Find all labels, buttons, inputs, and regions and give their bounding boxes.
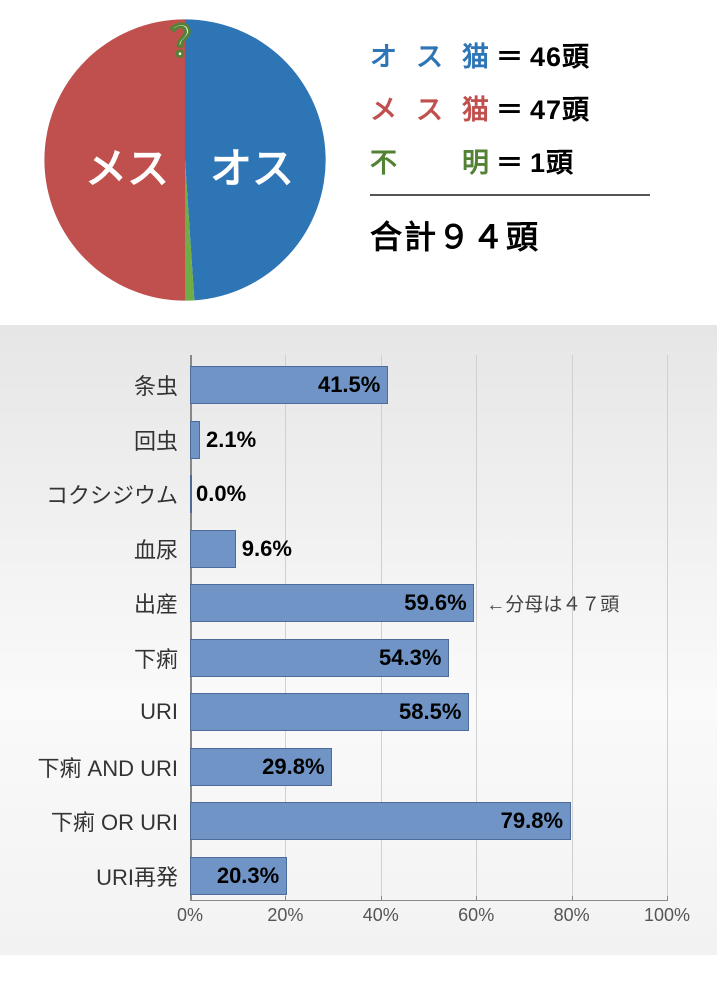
legend-count: 1頭 [530, 141, 574, 180]
legend-category: 不明 [370, 141, 490, 180]
bar-label: 回虫 [0, 424, 178, 456]
bar-row: 下痢 OR URI79.8% [190, 795, 667, 848]
legend-category: メス猫 [370, 88, 490, 127]
bar-label: 下痢 AND URI [0, 751, 178, 783]
bar-row: 出産59.6%←分母は４７頭 [190, 577, 667, 630]
legend: オス猫＝46頭メス猫＝47頭不明＝1頭 合計９４頭 [370, 15, 697, 258]
bar-row: 回虫2.1% [190, 414, 667, 467]
gridline [667, 355, 668, 900]
pie-label-unknown: ？ [170, 8, 212, 69]
bar-value: 20.3% [217, 863, 279, 889]
bar-value: 9.6% [242, 536, 292, 562]
bar-row: 条虫41.5% [190, 359, 667, 412]
x-tick-label: 100% [644, 905, 690, 926]
bar-fill [190, 475, 192, 513]
x-tick-label: 80% [554, 905, 590, 926]
bar-label: 条虫 [0, 369, 178, 401]
legend-row: メス猫＝47頭 [370, 88, 697, 127]
x-tick-mark [381, 896, 382, 901]
x-tick-label: 20% [267, 905, 303, 926]
bar-label: 出産 [0, 587, 178, 619]
bar-label: コクシジウム [0, 478, 178, 510]
x-tick-mark [285, 896, 286, 901]
pie-summary-section: オス メス ？ オス猫＝46頭メス猫＝47頭不明＝1頭 合計９４頭 [0, 0, 717, 325]
x-tick-mark [190, 896, 191, 901]
pie-label-male: オス [210, 135, 294, 196]
bar-row: 下痢 AND URI29.8% [190, 741, 667, 794]
x-tick-label: 40% [363, 905, 399, 926]
bar-row: 血尿9.6% [190, 523, 667, 576]
legend-count: 46頭 [530, 35, 590, 74]
legend-equals: ＝ [496, 88, 524, 127]
legend-divider [370, 194, 650, 196]
bar-chart: 条虫41.5%回虫2.1%コクシジウム0.0%血尿9.6%出産59.6%←分母は… [190, 355, 667, 925]
bar-label: 下痢 OR URI [0, 805, 178, 837]
pie-chart: オス メス ？ [40, 15, 330, 305]
legend-equals: ＝ [496, 35, 524, 74]
legend-row: オス猫＝46頭 [370, 35, 697, 74]
bar-label: 血尿 [0, 533, 178, 565]
bar-row: 下痢54.3% [190, 632, 667, 685]
bar-row: URI58.5% [190, 686, 667, 739]
bar-label: 下痢 [0, 642, 178, 674]
x-tick-mark [667, 896, 668, 901]
bar-row: URI再発20.3% [190, 850, 667, 903]
bar-label: URI再発 [0, 860, 178, 892]
bar-value: 29.8% [262, 754, 324, 780]
bar-value: 58.5% [399, 699, 461, 725]
bar-value: 41.5% [318, 372, 380, 398]
bar-value: 54.3% [379, 645, 441, 671]
pie-label-female: メス [85, 135, 169, 196]
bar-value: 79.8% [501, 808, 563, 834]
bar-chart-section: 条虫41.5%回虫2.1%コクシジウム0.0%血尿9.6%出産59.6%←分母は… [0, 325, 717, 955]
legend-row: 不明＝1頭 [370, 141, 697, 180]
bar-value: 0.0% [196, 481, 246, 507]
bar-note: ←分母は４７頭 [486, 590, 619, 617]
x-tick-label: 0% [177, 905, 203, 926]
legend-category: オス猫 [370, 35, 490, 74]
total-count: 合計９４頭 [370, 212, 697, 258]
x-tick-mark [572, 896, 573, 901]
legend-count: 47頭 [530, 88, 590, 127]
bar-value: 59.6% [404, 590, 466, 616]
bar-row: コクシジウム0.0% [190, 468, 667, 521]
bar-fill [190, 530, 236, 568]
bar-fill [190, 421, 200, 459]
x-tick-mark [476, 896, 477, 901]
bar-value: 2.1% [206, 427, 256, 453]
x-axis: 0%20%40%60%80%100% [190, 900, 667, 925]
x-tick-label: 60% [458, 905, 494, 926]
bar-label: URI [0, 699, 178, 725]
legend-equals: ＝ [496, 141, 524, 180]
